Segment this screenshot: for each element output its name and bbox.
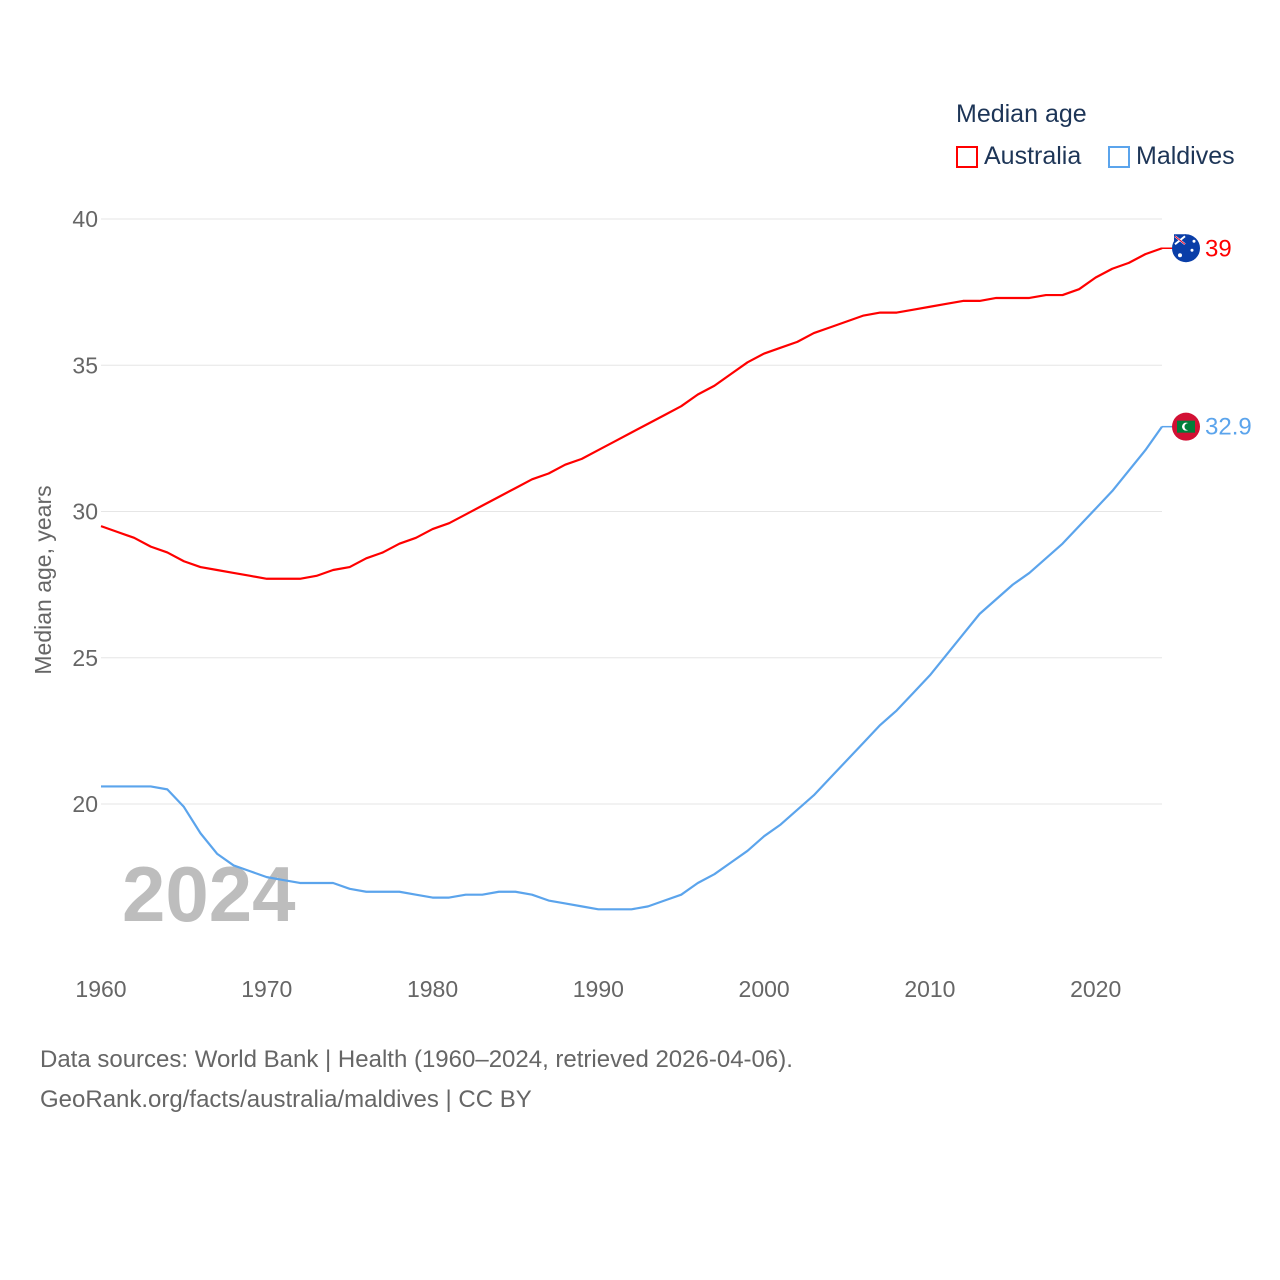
- series-line-maldives: [101, 426, 1163, 911]
- flag-star: [1178, 253, 1182, 258]
- legend-item-maldives[interactable]: Maldives: [1108, 142, 1235, 171]
- y-tick-label: 40: [72, 206, 98, 232]
- legend-title: Median age: [956, 100, 1087, 128]
- flag-star: [1192, 239, 1196, 243]
- x-tick-label: 2010: [904, 976, 955, 1002]
- year-watermark: 2024: [122, 850, 296, 938]
- y-tick-label: 25: [72, 645, 98, 671]
- x-tick-label: 1970: [241, 976, 292, 1002]
- end-value-label: 32.9: [1205, 414, 1252, 441]
- legend-label: Maldives: [1136, 142, 1235, 170]
- x-tick-label: 1960: [75, 976, 126, 1002]
- x-tick-label: 2020: [1070, 976, 1121, 1002]
- source-line-2[interactable]: GeoRank.org/facts/australia/maldives | C…: [40, 1086, 532, 1113]
- source-line-1: Data sources: World Bank | Health (1960–…: [40, 1046, 793, 1073]
- end-value-label: 39: [1205, 235, 1232, 262]
- x-tick-label: 1990: [573, 976, 624, 1002]
- y-tick-label: 35: [72, 352, 98, 378]
- y-axis-label: Median age, years: [30, 485, 56, 674]
- x-tick-label: 1980: [407, 976, 458, 1002]
- legend-swatch: [1108, 145, 1130, 168]
- y-tick-label: 20: [72, 791, 98, 817]
- legend-label: Australia: [984, 142, 1082, 170]
- y-tick-label: 30: [72, 499, 98, 525]
- flag-crescent-cut: [1184, 423, 1192, 431]
- flag-cross: [1174, 235, 1186, 245]
- x-tick-label: 2000: [739, 976, 790, 1002]
- series-line-australia: [100, 247, 1163, 580]
- legend-swatch: [956, 145, 978, 168]
- flag-star: [1190, 248, 1194, 252]
- legend-item-australia[interactable]: Australia: [956, 142, 1081, 171]
